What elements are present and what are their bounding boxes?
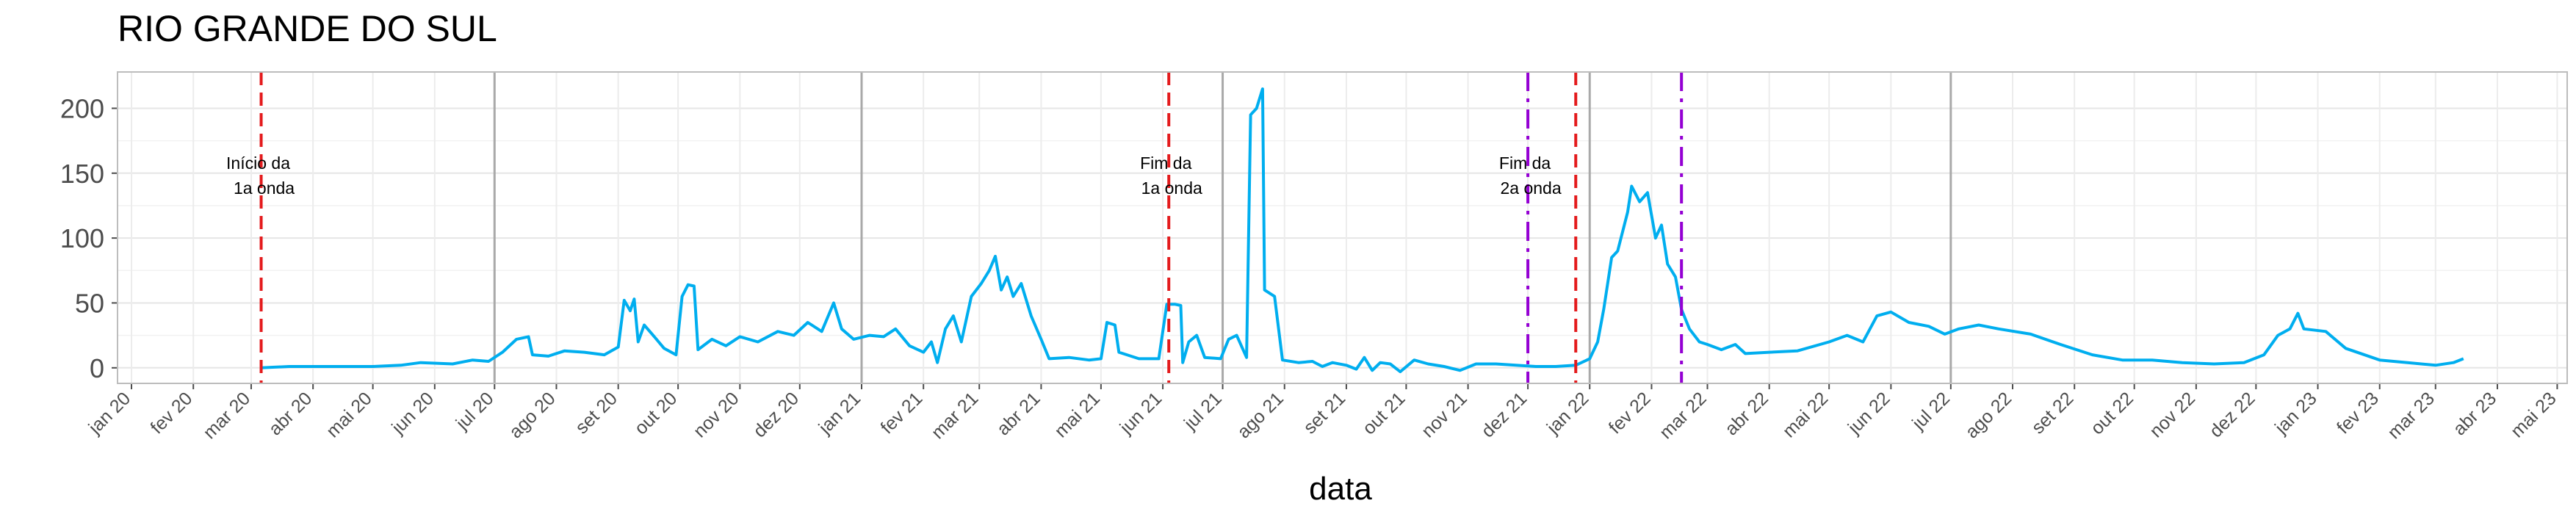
- y-tick-label: 100: [60, 223, 104, 253]
- x-tick-label: mai 22: [1779, 388, 1833, 441]
- x-tick-label: jun 21: [1116, 388, 1166, 438]
- x-tick-label: dez 21: [1477, 388, 1531, 441]
- y-tick-label: 150: [60, 159, 104, 189]
- x-tick-label: mar 21: [928, 388, 983, 443]
- x-tick-label: out 21: [1359, 388, 1410, 438]
- x-tick-label: set 22: [2027, 388, 2077, 438]
- x-tick-label: jan 22: [1543, 388, 1593, 438]
- x-tick-label: jan 21: [815, 388, 865, 438]
- chart-title: RIO GRANDE DO SUL: [118, 8, 497, 49]
- x-tick-label: ago 20: [505, 388, 560, 442]
- x-tick-label: fev 20: [146, 388, 196, 438]
- y-tick-label: 50: [75, 288, 104, 318]
- x-tick-label: ago 22: [1961, 388, 2016, 442]
- x-tick-label: dez 20: [749, 388, 803, 441]
- x-tick-label: fev 22: [1605, 388, 1655, 438]
- x-tick-label: ago 21: [1233, 388, 1288, 442]
- x-tick-label: mar 23: [2384, 388, 2439, 443]
- x-tick-label: dez 22: [2206, 388, 2259, 441]
- x-tick-label: jul 20: [452, 388, 498, 434]
- series-layer: [261, 87, 2464, 374]
- panel-border: [117, 71, 2568, 384]
- x-axis: jan 20 fev 20 mar 20 abr 20 mai 20 jun 20 jul …: [84, 383, 2561, 443]
- x-tick-label: nov 22: [2146, 388, 2199, 441]
- x-tick-label: mar 20: [199, 388, 254, 443]
- y-axis: 0 50 100 150 200: [60, 93, 118, 383]
- x-tick-label: jan 23: [2270, 388, 2321, 438]
- x-tick-label: abr 20: [264, 388, 316, 439]
- x-tick-label: jan 20: [84, 388, 135, 438]
- x-tick-label: jun 20: [387, 388, 438, 438]
- x-tick-label: abr 23: [2449, 388, 2500, 439]
- x-tick-label: nov 21: [1418, 388, 1471, 441]
- x-tick-label: set 20: [571, 388, 621, 438]
- series-line: [261, 87, 2464, 374]
- wave-marker-label: Início da: [226, 154, 290, 173]
- x-tick-label: mai 20: [322, 388, 376, 441]
- wave-marker-label: Fim da: [1499, 154, 1551, 173]
- x-tick-label: fev 23: [2333, 388, 2383, 438]
- y-tick-label: 0: [90, 353, 104, 383]
- wave-marker-label: Fim da: [1140, 154, 1192, 173]
- x-tick-label: jul 22: [1908, 388, 1954, 434]
- x-tick-label: jul 21: [1180, 388, 1226, 434]
- x-axis-label: data: [1309, 471, 1372, 507]
- semester-lines: [493, 72, 1952, 383]
- x-tick-label: abr 22: [1721, 388, 1772, 439]
- x-tick-label: mai 21: [1050, 388, 1104, 441]
- x-tick-label: nov 20: [690, 388, 743, 441]
- wave-marker-label: 1a onda: [1141, 178, 1202, 198]
- y-tick-label: 200: [60, 93, 104, 123]
- wave-marker-label: 1a onda: [234, 178, 295, 198]
- x-tick-label: mai 23: [2507, 388, 2561, 441]
- x-tick-label: abr 21: [993, 388, 1045, 439]
- x-tick-label: mar 22: [1656, 388, 1711, 443]
- grid: [118, 72, 2567, 383]
- wave-marker-label: 2a onda: [1500, 178, 1561, 198]
- x-tick-label: out 20: [630, 388, 681, 438]
- x-tick-label: jun 22: [1844, 388, 1894, 438]
- wave-markers: Início da 1a onda Fim da 1a onda Fim da 2a on…: [226, 72, 1684, 383]
- x-tick-label: out 22: [2087, 388, 2137, 438]
- x-tick-label: set 21: [1299, 388, 1349, 438]
- x-tick-label: fev 21: [876, 388, 926, 438]
